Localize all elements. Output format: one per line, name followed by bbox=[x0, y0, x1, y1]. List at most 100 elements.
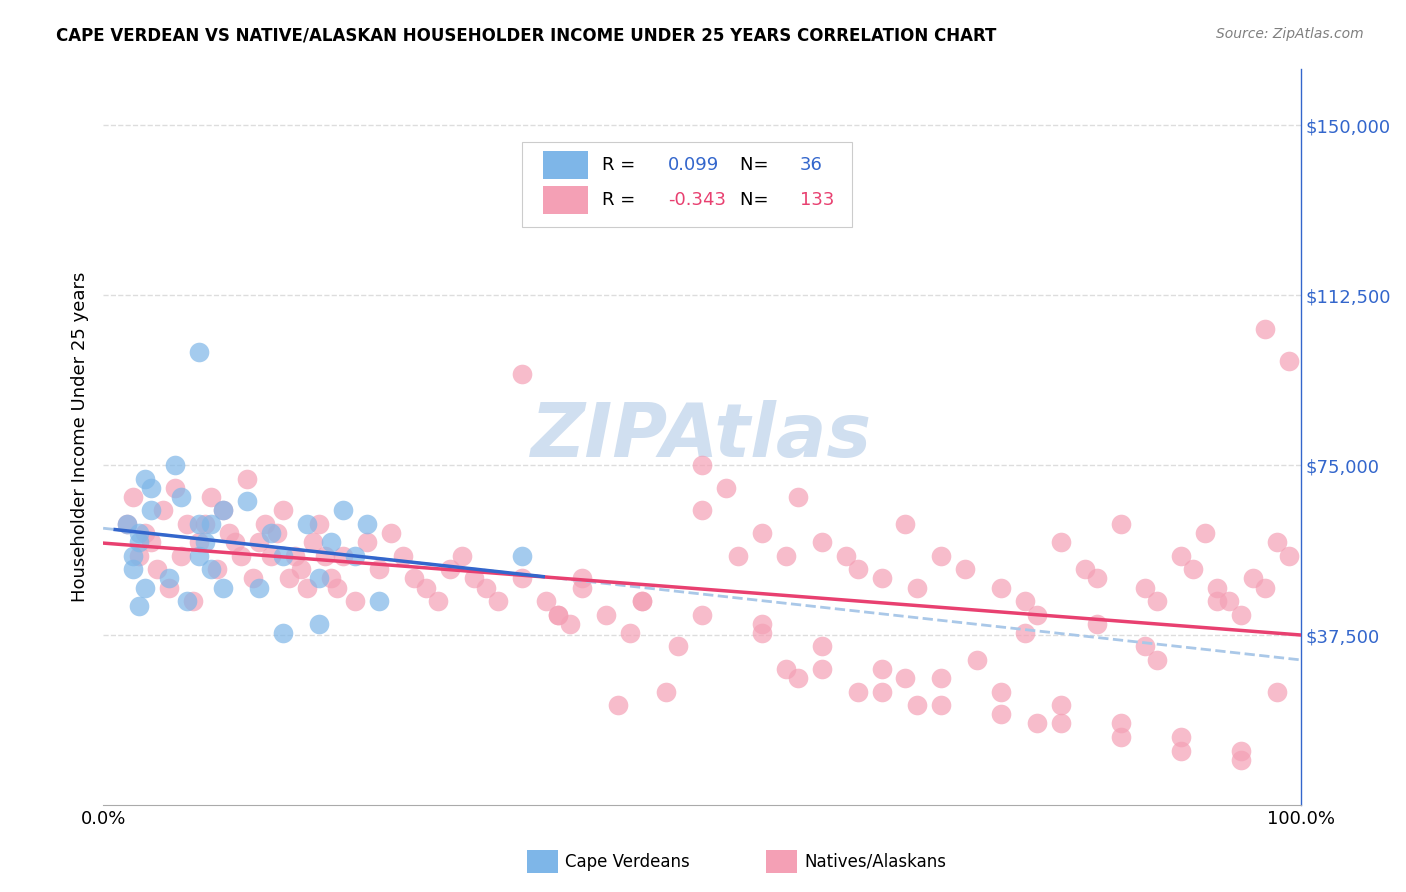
Point bbox=[271, 503, 294, 517]
Point bbox=[163, 458, 186, 472]
Point bbox=[134, 581, 156, 595]
Point bbox=[714, 481, 737, 495]
Text: 0.099: 0.099 bbox=[668, 156, 720, 174]
Point bbox=[343, 549, 366, 563]
Point bbox=[187, 535, 209, 549]
Point bbox=[510, 571, 533, 585]
Point bbox=[170, 549, 193, 563]
Point bbox=[266, 526, 288, 541]
Point bbox=[236, 494, 259, 508]
Point bbox=[1229, 744, 1251, 758]
Point bbox=[560, 616, 582, 631]
Point bbox=[607, 698, 630, 713]
Point bbox=[367, 594, 389, 608]
Point bbox=[212, 581, 235, 595]
Point bbox=[200, 562, 222, 576]
Point bbox=[236, 472, 259, 486]
Point bbox=[367, 562, 389, 576]
Point bbox=[1074, 562, 1097, 576]
Point bbox=[870, 571, 893, 585]
Point bbox=[1265, 535, 1288, 549]
Point bbox=[1050, 698, 1073, 713]
Point bbox=[931, 698, 953, 713]
Point bbox=[775, 662, 797, 676]
Point bbox=[139, 535, 162, 549]
Point bbox=[690, 503, 713, 517]
Point bbox=[271, 549, 294, 563]
Text: N=: N= bbox=[740, 156, 775, 174]
Point bbox=[439, 562, 461, 576]
Point bbox=[290, 562, 312, 576]
Point bbox=[181, 594, 204, 608]
Point bbox=[690, 458, 713, 472]
Point bbox=[751, 616, 773, 631]
Point bbox=[571, 571, 593, 585]
Point bbox=[212, 503, 235, 517]
Point bbox=[1170, 730, 1192, 744]
Point bbox=[1109, 716, 1132, 731]
Point bbox=[727, 549, 749, 563]
Point bbox=[486, 594, 509, 608]
Point bbox=[510, 368, 533, 382]
Text: CAPE VERDEAN VS NATIVE/ALASKAN HOUSEHOLDER INCOME UNDER 25 YEARS CORRELATION CHA: CAPE VERDEAN VS NATIVE/ALASKAN HOUSEHOLD… bbox=[56, 27, 997, 45]
Text: N=: N= bbox=[740, 191, 775, 209]
Point bbox=[907, 581, 929, 595]
Bar bbox=[543, 186, 588, 213]
Point bbox=[1205, 594, 1227, 608]
Point bbox=[690, 607, 713, 622]
Point bbox=[122, 562, 145, 576]
Point bbox=[187, 344, 209, 359]
Point bbox=[146, 562, 169, 576]
Point bbox=[295, 581, 318, 595]
Point bbox=[1109, 517, 1132, 532]
Point bbox=[1026, 607, 1049, 622]
Point bbox=[380, 526, 402, 541]
Point bbox=[308, 571, 330, 585]
Point bbox=[870, 685, 893, 699]
Point bbox=[187, 549, 209, 563]
Point bbox=[1146, 594, 1168, 608]
Y-axis label: Householder Income Under 25 years: Householder Income Under 25 years bbox=[72, 271, 89, 602]
Point bbox=[242, 571, 264, 585]
Bar bbox=[543, 151, 588, 179]
Point bbox=[1278, 354, 1301, 368]
Point bbox=[571, 581, 593, 595]
Point bbox=[128, 535, 150, 549]
Point bbox=[810, 662, 832, 676]
Text: R =: R = bbox=[603, 156, 641, 174]
Point bbox=[314, 549, 336, 563]
Point bbox=[224, 535, 246, 549]
Point bbox=[1181, 562, 1204, 576]
Point bbox=[308, 517, 330, 532]
Point bbox=[1254, 581, 1277, 595]
Point bbox=[463, 571, 485, 585]
Point bbox=[931, 549, 953, 563]
Point bbox=[1133, 581, 1156, 595]
Point bbox=[319, 535, 342, 549]
Point bbox=[325, 581, 347, 595]
Point bbox=[301, 535, 323, 549]
Point bbox=[1170, 549, 1192, 563]
Point bbox=[157, 581, 180, 595]
Point bbox=[786, 490, 808, 504]
Point bbox=[595, 607, 617, 622]
Point bbox=[391, 549, 413, 563]
Point bbox=[846, 685, 869, 699]
Point bbox=[834, 549, 856, 563]
Point bbox=[451, 549, 474, 563]
Point bbox=[284, 549, 307, 563]
Point bbox=[547, 607, 569, 622]
Point bbox=[332, 549, 354, 563]
Point bbox=[260, 526, 283, 541]
Point bbox=[139, 503, 162, 517]
Point bbox=[194, 535, 217, 549]
Point bbox=[631, 594, 654, 608]
Point bbox=[894, 517, 917, 532]
Text: R =: R = bbox=[603, 191, 641, 209]
Point bbox=[427, 594, 450, 608]
Point bbox=[1133, 640, 1156, 654]
Point bbox=[170, 490, 193, 504]
Point bbox=[415, 581, 437, 595]
Point bbox=[139, 481, 162, 495]
Point bbox=[1109, 730, 1132, 744]
